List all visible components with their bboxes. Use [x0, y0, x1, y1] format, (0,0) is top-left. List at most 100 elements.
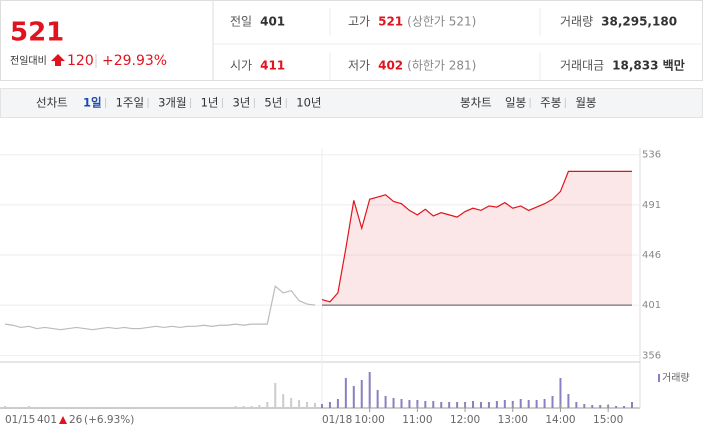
volume-bar [384, 396, 387, 408]
volume-bar [282, 394, 285, 408]
volume-bar [392, 398, 395, 408]
period-tab[interactable]: 1주일 [116, 96, 144, 110]
candle-tab[interactable]: 일봉 [505, 96, 526, 110]
volume-legend: 거래량 [662, 372, 690, 384]
x-tick-label: 13:00 [498, 414, 528, 426]
volume-bar [424, 401, 427, 408]
volume-bar [314, 403, 316, 408]
y-tick-label: 536 [642, 150, 661, 161]
tab-bar: 선차트 봉차트 [0, 88, 703, 118]
stat-label: 전일 [230, 15, 252, 29]
volume-bar [321, 404, 323, 408]
candle-tab[interactable]: 주봉 [540, 96, 561, 110]
price-line [321, 170, 632, 303]
volume-bar [623, 406, 626, 408]
period-tab[interactable]: 5년 [264, 96, 282, 110]
period-tab[interactable]: 10년 [296, 96, 321, 110]
x-tick-label: 15:00 [593, 414, 623, 426]
day-label: 01/18 [322, 414, 352, 426]
volume-bar [456, 402, 459, 408]
volume-bar [487, 402, 490, 408]
stat-value: 18,833 백만 [612, 58, 685, 73]
volume-bar [527, 400, 530, 408]
volume-bar [400, 399, 403, 408]
volume-bar [139, 407, 142, 408]
period-tab[interactable]: 3개월 [158, 96, 186, 110]
y-tick-label: 491 [642, 200, 661, 211]
volume-bar [615, 406, 618, 408]
volume-bar [631, 402, 633, 408]
volume-bar [583, 404, 586, 408]
volume-bar [178, 407, 181, 408]
volume-bar [503, 400, 506, 408]
period-tab[interactable]: 1년 [201, 96, 219, 110]
y-tick-label: 401 [642, 300, 661, 311]
volume-bar [306, 402, 309, 408]
volume-bar [115, 407, 118, 408]
volume-bar [210, 407, 213, 408]
volume-bar [59, 407, 62, 408]
volume-bar [432, 401, 435, 408]
volume-bar [67, 407, 70, 408]
volume-bar [258, 405, 261, 408]
volume-bar [567, 394, 570, 408]
change: 120 [67, 53, 94, 69]
x-tick-label: 14:00 [545, 414, 575, 426]
change-rate: +29.93% [102, 53, 167, 69]
volume-bar [35, 407, 38, 408]
volume-bar [479, 402, 482, 408]
stat-label: 거래대금 [560, 59, 604, 73]
volume-bar [274, 383, 277, 408]
prev-rate: (+6.93%) [84, 414, 134, 426]
volume-bar [352, 386, 355, 408]
volume-bar [155, 407, 158, 408]
stat-value: 401 [260, 15, 285, 29]
quote-box [0, 0, 703, 81]
volume-bar [99, 407, 102, 408]
volume-bar [4, 406, 6, 408]
price-area [322, 171, 632, 306]
volume-bar [559, 378, 562, 408]
volume-bar [360, 380, 363, 408]
volume-bar [162, 407, 165, 408]
volume-bar [75, 407, 78, 408]
volume-bar [543, 399, 546, 408]
volume-bar [298, 400, 301, 408]
volume-bar [344, 378, 347, 408]
stat-label: 거래량 [560, 15, 593, 29]
price-line [4, 285, 316, 331]
volume-bar [170, 407, 173, 408]
up-icon [59, 416, 67, 424]
volume-bar [226, 407, 229, 408]
stat-value: 521 [378, 15, 403, 29]
volume-bar [91, 407, 94, 408]
stat-value: 402 [378, 59, 403, 73]
volume-bar [535, 400, 538, 408]
volume-bar [495, 401, 498, 408]
y-tick-label: 356 [642, 350, 661, 361]
volume-legend-swatch [658, 374, 660, 382]
volume-bar [368, 372, 371, 408]
volume-bar [27, 406, 30, 408]
stat-label: 저가 [348, 59, 370, 73]
volume-bar [336, 399, 339, 408]
volume-bar [448, 402, 451, 408]
volume-bar [83, 407, 86, 408]
volume-bar [19, 407, 22, 408]
period-tab[interactable]: 3년 [232, 96, 250, 110]
price: 521 [10, 18, 64, 48]
x-tick-label: 10:00 [355, 414, 385, 426]
volume-bar [472, 401, 475, 408]
candle-tab[interactable]: 월봉 [575, 96, 596, 110]
volume-bar [186, 407, 189, 408]
stat-label: 고가 [348, 15, 370, 29]
volume-bar [328, 402, 331, 408]
volume-bar [591, 405, 594, 408]
prev-close: 401 [37, 414, 57, 426]
volume-bar [551, 396, 554, 408]
period-tab[interactable]: 1일 [83, 96, 102, 110]
stat-label: 시가 [230, 59, 252, 73]
volume-bar [242, 406, 245, 408]
